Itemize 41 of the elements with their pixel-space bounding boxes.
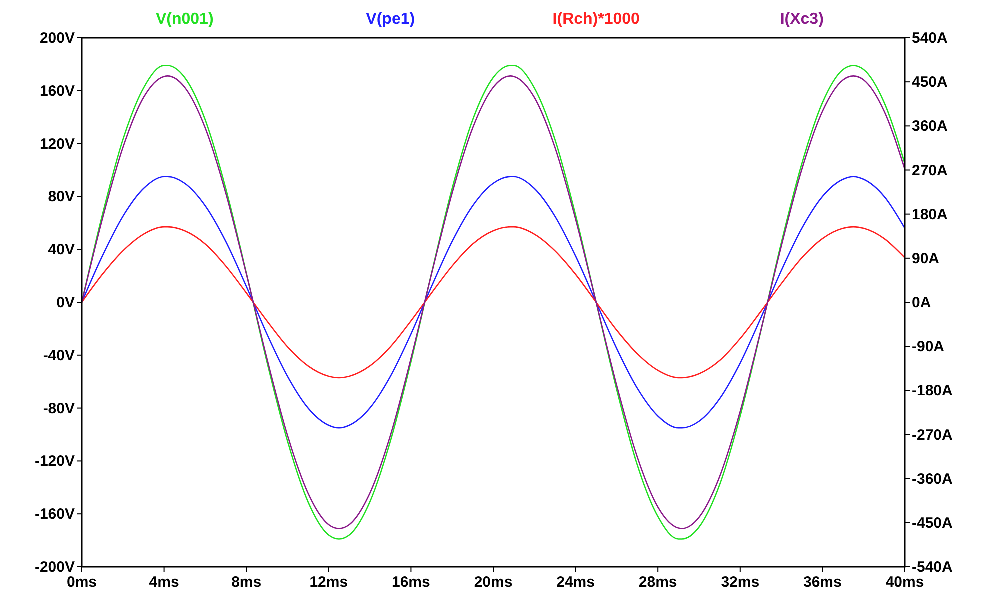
x-tick-label: 4ms <box>149 574 180 591</box>
x-tick-label: 28ms <box>638 574 678 591</box>
y-tick-label: 200V <box>40 30 75 47</box>
y-tick-label: 120V <box>40 136 75 153</box>
y2-tick-label: -270A <box>912 426 954 444</box>
x-tick-label: 0ms <box>66 574 98 591</box>
y2-tick-label: -90A <box>912 338 945 356</box>
y2-tick-label: -360A <box>912 470 954 488</box>
x-tick-label: 24ms <box>556 574 595 591</box>
y2-tick-label: 360A <box>912 118 948 136</box>
y-tick-label: 40V <box>48 242 75 259</box>
y2-tick-label: -540A <box>912 559 954 576</box>
text: V(pe1) <box>366 11 416 28</box>
x-tick-label: 16ms <box>392 574 430 591</box>
y-tick-label: -40V <box>43 347 75 364</box>
y-tick-label: 0V <box>56 294 75 312</box>
text: I(Rch)*1000 <box>552 11 640 28</box>
y-tick-label: -80V <box>43 400 75 418</box>
y2-tick-label: 270A <box>912 162 948 180</box>
y2-tick-label: -180A <box>912 382 954 400</box>
y2-tick-label: 450A <box>912 74 948 92</box>
y2-tick-label: 180A <box>912 206 948 224</box>
y-tick-label: -160V <box>34 506 75 524</box>
x-tick-label: 36ms <box>804 574 842 591</box>
text: V(n001) <box>156 11 214 28</box>
y-tick-label: -120V <box>34 453 75 470</box>
x-tick-label: 8ms <box>232 574 262 591</box>
x-tick-label: 20ms <box>474 574 513 591</box>
line-series <box>82 176 905 429</box>
text: I(Xc3) <box>780 11 824 28</box>
x-tick-label: 40ms <box>886 574 924 591</box>
x-tick-label: 12ms <box>310 574 348 591</box>
y2-tick-label: 540A <box>912 30 948 47</box>
y-tick-label: 160V <box>40 82 75 100</box>
y2-tick-label: -450A <box>912 514 954 532</box>
line-series <box>82 226 905 379</box>
y2-tick-label: 90A <box>912 250 940 268</box>
y2-tick-label: 0A <box>912 294 932 312</box>
x-tick-label: 32ms <box>721 574 760 591</box>
y-tick-label: 80V <box>48 188 75 206</box>
y-tick-label: -200V <box>34 559 75 576</box>
